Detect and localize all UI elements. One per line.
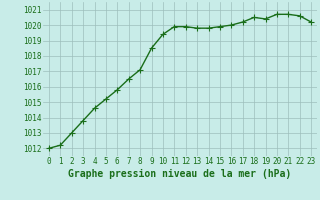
X-axis label: Graphe pression niveau de la mer (hPa): Graphe pression niveau de la mer (hPa) — [68, 169, 292, 179]
